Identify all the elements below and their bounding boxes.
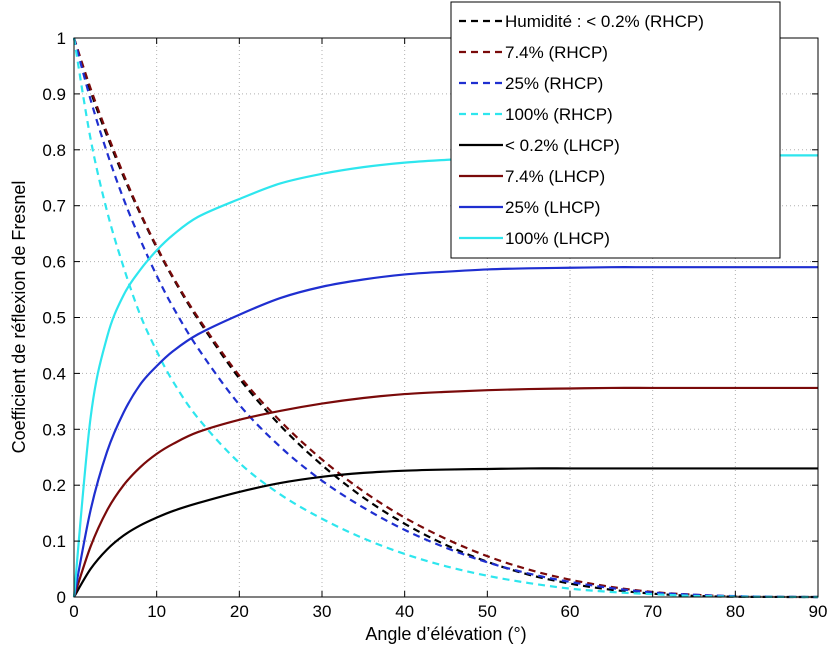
legend-entry: < 0.2% (LHCP) [505, 136, 620, 155]
y-tick-label: 0.6 [42, 253, 66, 272]
x-tick-label: 60 [561, 602, 580, 621]
x-tick-label: 50 [478, 602, 497, 621]
series-line-5 [72, 386, 818, 598]
x-tick-label: 70 [643, 602, 662, 621]
y-tick-label: 0.8 [42, 141, 66, 160]
x-tick-label: 40 [395, 602, 414, 621]
series-line-6 [72, 266, 818, 598]
legend-box [450, 1, 781, 259]
y-tick-label: 1 [57, 29, 66, 48]
legend-entry: 25% (LHCP) [505, 198, 600, 217]
legend-entry: 100% (RHCP) [505, 105, 613, 124]
y-tick-label: 0.3 [42, 420, 66, 439]
ticks: 0 10 20 30 40 50 60 70 80 90 0 0.1 0.2 0.3 0.4 0.5 0.6 0.… [42, 29, 827, 621]
y-tick-label: 0.2 [42, 476, 66, 495]
x-tick-label: 10 [147, 602, 166, 621]
x-tick-label: 30 [313, 602, 332, 621]
x-tick-label: 20 [230, 602, 249, 621]
legend-entry: 25% (RHCP) [505, 74, 603, 93]
legend-entry: 100% (LHCP) [505, 229, 610, 248]
y-tick-label: 0 [57, 588, 66, 607]
y-tick-label: 0.5 [42, 309, 66, 328]
series-line-4 [73, 467, 818, 598]
x-tick-label: 0 [69, 602, 78, 621]
legend-entry: Humidité : < 0.2% (RHCP) [505, 12, 704, 31]
series-line-3 [72, 37, 819, 599]
legend-entry: 7.4% (LHCP) [505, 167, 605, 186]
y-tick-label: 0.9 [42, 85, 66, 104]
series-layer [72, 37, 819, 599]
y-tick-label: 0.7 [42, 197, 66, 216]
y-axis-label: Coefficient de réflexion de Fresnel [9, 181, 29, 454]
x-tick-label: 90 [809, 602, 828, 621]
x-tick-label: 80 [726, 602, 745, 621]
y-tick-label: 0.4 [42, 364, 66, 383]
series-line-2 [72, 37, 819, 599]
y-tick-label: 0.1 [42, 532, 66, 551]
x-axis-label: Angle d’élévation (°) [365, 624, 526, 644]
series-line-0 [72, 37, 819, 599]
legend-entry: 7.4% (RHCP) [505, 43, 608, 62]
legend: Humidité : < 0.2% (RHCP) 7.4% (RHCP) 25% (… [450, 1, 781, 259]
